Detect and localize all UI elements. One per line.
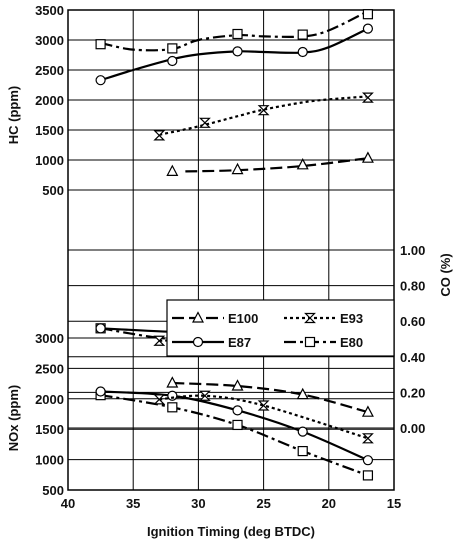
hc-point-e100 <box>231 162 244 175</box>
x-axis-title: Ignition Timing (deg BTDC) <box>147 524 315 539</box>
plot-frame <box>67 9 395 491</box>
x-tick-label: 15 <box>387 496 401 511</box>
x-tick-label: 30 <box>191 496 205 511</box>
nox-point-e80 <box>232 419 243 431</box>
nox-point-e100 <box>231 379 244 391</box>
hc-point-e93 <box>361 92 374 103</box>
nox-tick-label: 2000 <box>35 392 64 407</box>
nox-point-e80 <box>362 470 374 481</box>
x-tick-label: 20 <box>322 496 336 511</box>
nox-point-e80 <box>167 402 178 413</box>
hc-point-e80 <box>232 28 243 40</box>
hc-point-e100 <box>166 164 179 176</box>
nox-point-e87 <box>95 386 106 397</box>
legend-marker-e87 <box>192 336 204 348</box>
nox-point-e80 <box>297 445 308 457</box>
gridlines <box>67 9 395 491</box>
x-tick-label: 25 <box>256 496 270 511</box>
nox-point-e93 <box>257 400 270 411</box>
hc-point-e87 <box>167 55 178 67</box>
co-tick-label: 0.20 <box>400 385 425 400</box>
nox-point-e100 <box>296 387 309 400</box>
nox-line-e100 <box>172 381 369 414</box>
co-tick-label: 0.00 <box>400 421 425 436</box>
legend-marker-e100 <box>192 311 204 323</box>
nox-point-e87 <box>232 405 243 416</box>
hc-tick-label: 2000 <box>35 93 64 108</box>
hc-tick-label: 3000 <box>35 33 64 48</box>
hc-tick-label: 1000 <box>35 153 64 168</box>
legend-box <box>166 299 395 357</box>
hc-point-e93 <box>153 130 166 141</box>
x-tick-label: 40 <box>61 496 75 511</box>
hc-point-e100 <box>296 158 309 170</box>
legend-label-e100: E100 <box>228 311 258 326</box>
hc-point-e87 <box>232 46 243 57</box>
nox-tick-label: 1500 <box>35 422 64 437</box>
nox-tick-label: 500 <box>42 483 64 498</box>
nox-point-e100 <box>166 376 179 388</box>
nox-axis-title: NOx (ppm) <box>6 385 21 451</box>
co-tick-label: 1.00 <box>400 243 425 258</box>
hc-point-e80 <box>167 43 178 54</box>
nox-point-e93 <box>361 433 374 444</box>
nox-point-e93 <box>153 394 166 405</box>
co-axis-title: CO (%) <box>438 253 453 296</box>
hc-tick-label: 3500 <box>35 3 64 18</box>
hc-tick-label: 1500 <box>35 123 64 138</box>
co-tick-label: 0.40 <box>400 350 425 365</box>
hc-axis-title: HC (ppm) <box>6 86 21 145</box>
hc-point-e80 <box>95 39 106 50</box>
co-tick-label: 0.60 <box>400 314 425 329</box>
hc-point-e100 <box>361 151 374 163</box>
legend-label-e93: E93 <box>340 311 363 326</box>
nox-point-e87 <box>362 455 374 466</box>
hc-tick-label: 500 <box>42 183 64 198</box>
co-point-e87 <box>95 323 106 334</box>
hc-point-e93 <box>257 105 270 116</box>
nox-point-e93 <box>198 390 211 401</box>
hc-point-e87 <box>297 46 308 58</box>
nox-tick-label: 1000 <box>35 453 64 468</box>
x-tick-label: 35 <box>126 496 140 511</box>
hc-line-e100 <box>185 157 369 173</box>
co-tick-label: 0.80 <box>400 279 425 294</box>
hc-point-e80 <box>297 29 308 40</box>
legend-marker-e80 <box>304 336 316 348</box>
legend-label-e87: E87 <box>228 335 251 350</box>
co-point-e93 <box>153 335 166 346</box>
hc-point-e93 <box>198 117 211 128</box>
nox-point-e87 <box>297 426 308 437</box>
legend-marker-e93 <box>304 312 316 324</box>
nox-tick-label: 2500 <box>35 361 64 376</box>
nox-line-e93 <box>159 394 369 440</box>
hc-point-e87 <box>362 23 374 34</box>
legend-label-e80: E80 <box>340 335 363 350</box>
hc-tick-label: 2500 <box>35 63 64 78</box>
hc-point-e87 <box>95 75 106 86</box>
legend <box>166 299 395 357</box>
nox-tick-label: 3000 <box>35 331 64 346</box>
nox-point-e100 <box>361 405 374 417</box>
nox-point-e87 <box>167 390 178 401</box>
hc-point-e80 <box>362 9 374 20</box>
